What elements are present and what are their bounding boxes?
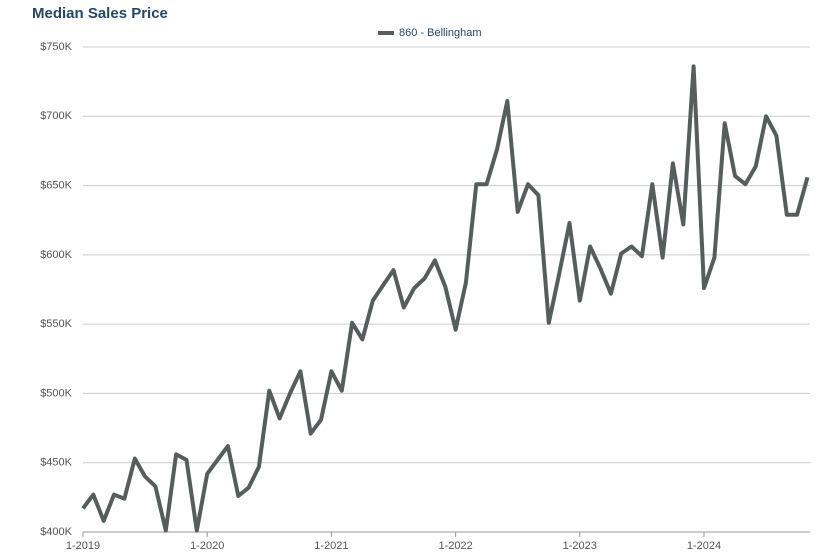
line-series xyxy=(81,64,810,533)
x-tick-label: 1-2020 xyxy=(190,540,224,552)
y-tick-label: $700K xyxy=(40,110,72,122)
y-tick-label: $400K xyxy=(40,526,72,538)
x-tick-label: 1-2019 xyxy=(66,540,100,552)
x-tick-label: 1-2021 xyxy=(314,540,348,552)
y-tick-label: $650K xyxy=(40,179,72,191)
x-tick-label: 1-2023 xyxy=(563,540,597,552)
x-tick-label: 1-2024 xyxy=(687,540,721,552)
y-tick-label: $600K xyxy=(40,249,72,261)
x-tick-label: 1-2022 xyxy=(438,540,472,552)
chart-title: Median Sales Price xyxy=(32,5,168,22)
y-tick-label: $500K xyxy=(40,387,72,399)
y-tick-label: $550K xyxy=(40,318,72,330)
y-tick-label: $450K xyxy=(40,457,72,469)
y-tick-label: $750K xyxy=(40,41,72,53)
legend-label: 860 - Bellingham xyxy=(399,27,482,39)
